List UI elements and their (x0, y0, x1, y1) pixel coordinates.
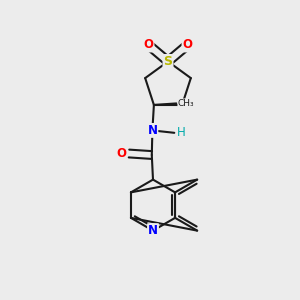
Text: H: H (177, 126, 185, 139)
Text: O: O (182, 38, 193, 52)
Text: N: N (147, 124, 158, 137)
Text: O: O (143, 38, 154, 52)
Text: S: S (164, 55, 172, 68)
Text: O: O (116, 147, 126, 160)
Text: CH₃: CH₃ (178, 99, 194, 108)
Text: N: N (148, 224, 158, 237)
